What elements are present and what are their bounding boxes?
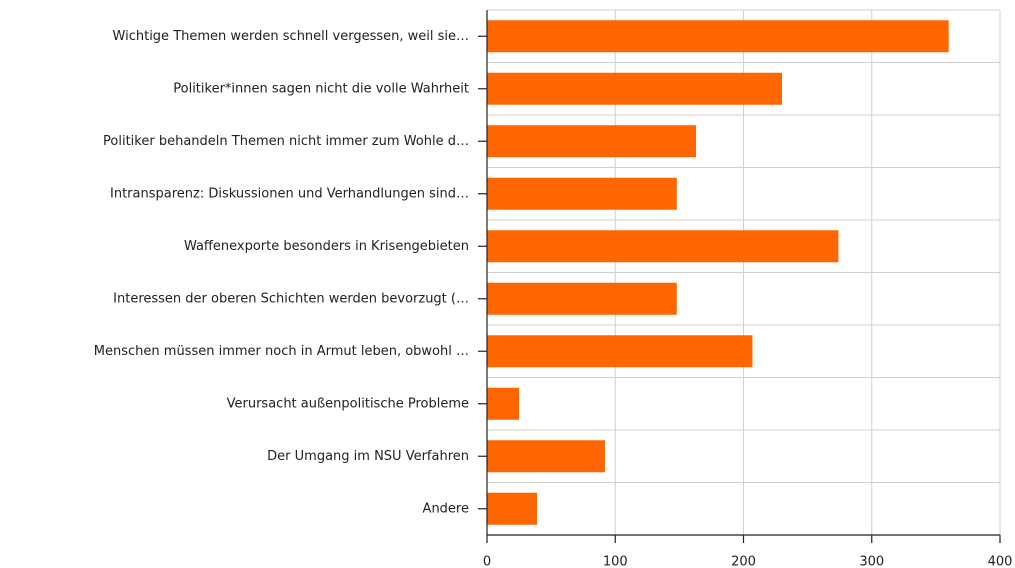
x-tick-label: 0 [483, 555, 491, 568]
y-tick-label: Politiker behandeln Themen nicht immer z… [103, 134, 469, 149]
bar [487, 387, 520, 420]
bar [487, 492, 538, 525]
bar [487, 335, 753, 368]
y-tick-label: Intransparenz: Diskussionen und Verhandl… [110, 186, 469, 201]
bar [487, 440, 605, 473]
bar [487, 20, 949, 53]
y-tick-label: Der Umgang im NSU Verfahren [267, 449, 469, 464]
y-tick-label: Verursacht außenpolitische Probleme [227, 396, 469, 411]
x-tick-label: 400 [988, 555, 1013, 568]
x-tick-label: 300 [859, 555, 884, 568]
y-tick-label: Interessen der oberen Schichten werden b… [113, 291, 469, 306]
y-tick-label: Menschen müssen immer noch in Armut lebe… [94, 344, 469, 359]
y-tick-label: Politiker*innen sagen nicht die volle Wa… [173, 81, 469, 96]
x-tick-label: 100 [603, 555, 628, 568]
bar [487, 125, 697, 158]
y-tick-label: Waffenexporte besonders in Krisengebiete… [184, 239, 469, 254]
bar [487, 282, 677, 315]
bar [487, 230, 839, 263]
y-tick-label: Andere [423, 501, 469, 516]
x-tick-label: 200 [731, 555, 756, 568]
bar [487, 177, 677, 210]
y-tick-label: Wichtige Themen werden schnell vergessen… [113, 29, 469, 44]
bar [487, 72, 782, 105]
